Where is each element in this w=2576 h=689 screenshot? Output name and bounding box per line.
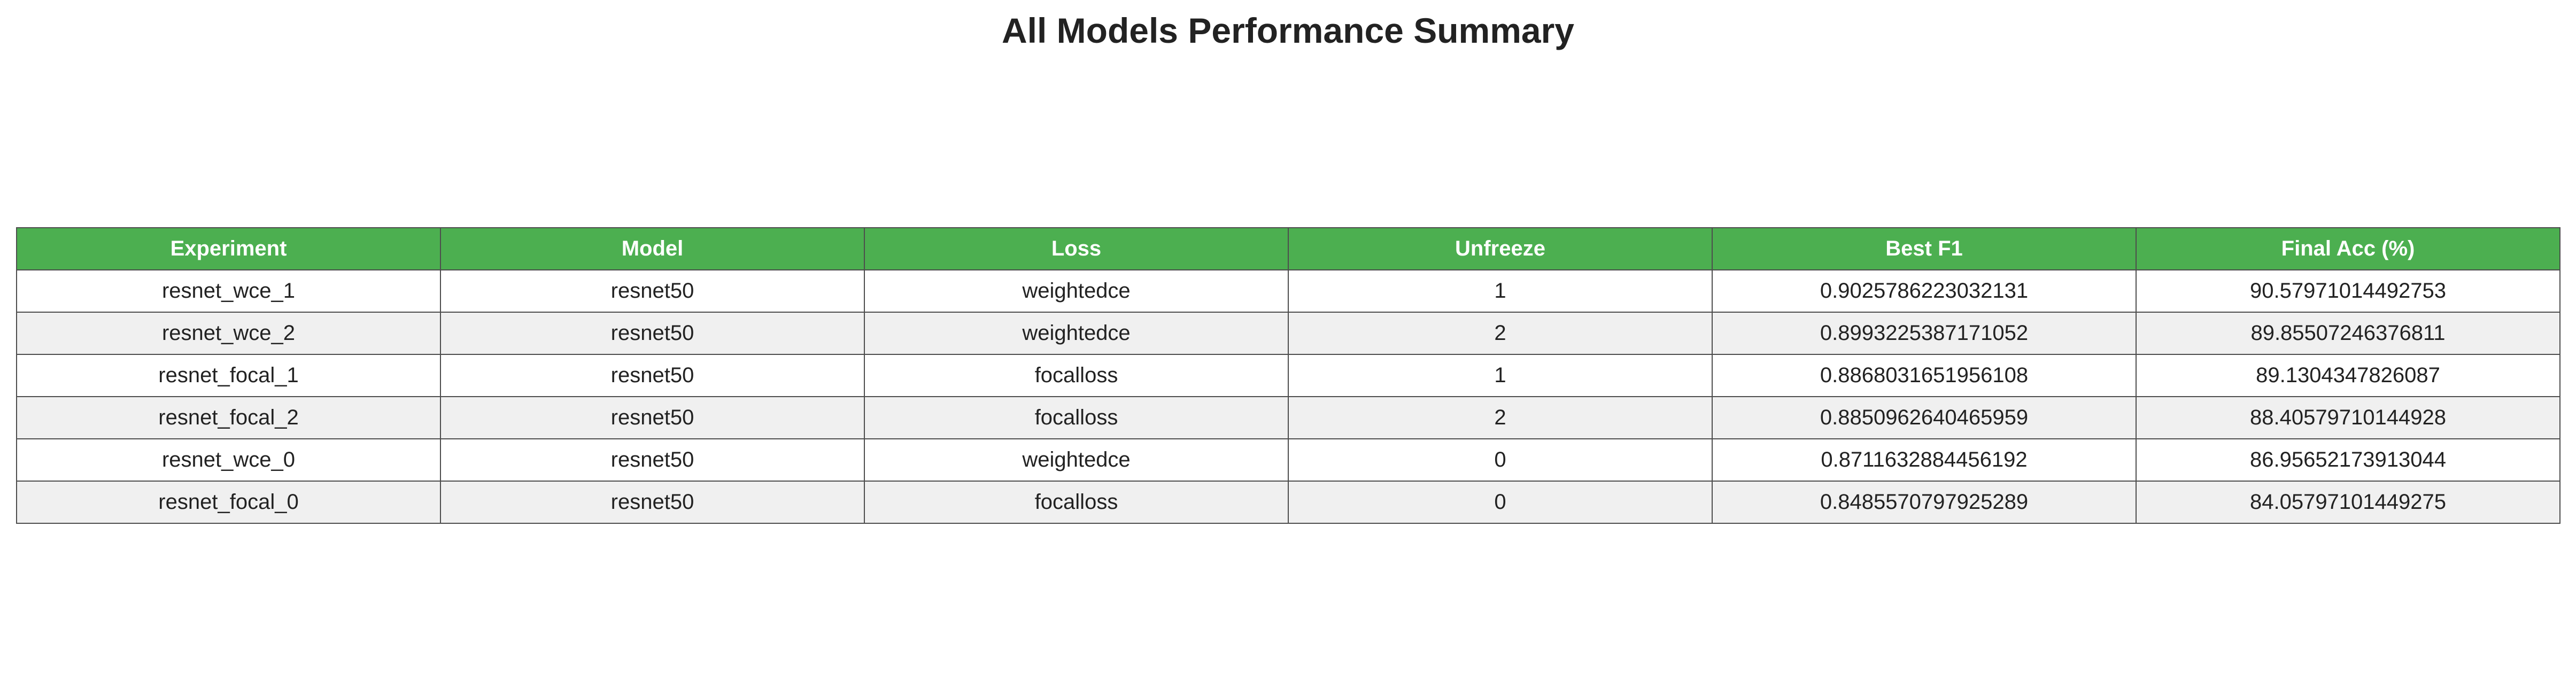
table-cell-final-acc: 90.57971014492753	[2136, 269, 2560, 313]
table-cell-loss: weightedce	[864, 269, 1289, 313]
table-cell-unfreeze: 1	[1288, 269, 1713, 313]
table-cell-best-f1: 0.8850962640465959	[1712, 396, 2137, 439]
table-cell-loss: focalloss	[864, 354, 1289, 397]
table-cell-loss: focalloss	[864, 396, 1289, 439]
table-cell-experiment: resnet_wce_1	[16, 269, 441, 313]
table-cell-experiment: resnet_wce_0	[16, 438, 441, 482]
table-cell-model: resnet50	[440, 396, 865, 439]
table-cell-best-f1: 0.9025786223032131	[1712, 269, 2137, 313]
table-row: resnet_wce_0 resnet50 weightedce 0 0.871…	[16, 438, 2560, 482]
table-cell-model: resnet50	[440, 438, 865, 482]
table-cell-best-f1: 0.8711632884456192	[1712, 438, 2137, 482]
table-cell-loss: focalloss	[864, 481, 1289, 524]
column-header-best-f1: Best F1	[1712, 227, 2137, 270]
table-row: resnet_wce_2 resnet50 weightedce 2 0.899…	[16, 312, 2560, 355]
column-header-final-acc: Final Acc (%)	[2136, 227, 2560, 270]
table-row: resnet_wce_1 resnet50 weightedce 1 0.902…	[16, 269, 2560, 313]
table-cell-model: resnet50	[440, 481, 865, 524]
table-cell-unfreeze: 0	[1288, 481, 1713, 524]
table-cell-experiment: resnet_focal_0	[16, 481, 441, 524]
table-cell-best-f1: 0.8868031651956108	[1712, 354, 2137, 397]
chart-title: All Models Performance Summary	[1001, 11, 1575, 50]
table-cell-experiment: resnet_focal_2	[16, 396, 441, 439]
table-cell-final-acc: 89.1304347826087	[2136, 354, 2560, 397]
table-cell-final-acc: 84.05797101449275	[2136, 481, 2560, 524]
column-header-unfreeze: Unfreeze	[1288, 227, 1713, 270]
table-header-row: Experiment Model Loss Unfreeze Best F1 F…	[16, 227, 2560, 270]
table-cell-final-acc: 88.40579710144928	[2136, 396, 2560, 439]
table-cell-unfreeze: 2	[1288, 396, 1713, 439]
table-row: resnet_focal_0 resnet50 focalloss 0 0.84…	[16, 481, 2560, 524]
table-cell-model: resnet50	[440, 354, 865, 397]
table-cell-unfreeze: 2	[1288, 312, 1713, 355]
column-header-loss: Loss	[864, 227, 1289, 270]
column-header-experiment: Experiment	[16, 227, 441, 270]
table-cell-experiment: resnet_wce_2	[16, 312, 441, 355]
table-cell-loss: weightedce	[864, 438, 1289, 482]
table-cell-final-acc: 89.85507246376811	[2136, 312, 2560, 355]
table-row: resnet_focal_1 resnet50 focalloss 1 0.88…	[16, 354, 2560, 397]
table-cell-best-f1: 0.8993225387171052	[1712, 312, 2137, 355]
column-header-model: Model	[440, 227, 865, 270]
table-cell-model: resnet50	[440, 269, 865, 313]
table-cell-best-f1: 0.8485570797925289	[1712, 481, 2137, 524]
table-cell-final-acc: 86.95652173913044	[2136, 438, 2560, 482]
table-cell-unfreeze: 1	[1288, 354, 1713, 397]
table-cell-experiment: resnet_focal_1	[16, 354, 441, 397]
table-cell-unfreeze: 0	[1288, 438, 1713, 482]
table-cell-loss: weightedce	[864, 312, 1289, 355]
table-row: resnet_focal_2 resnet50 focalloss 2 0.88…	[16, 396, 2560, 439]
performance-table: Experiment Model Loss Unfreeze Best F1 F…	[16, 227, 2560, 524]
table-cell-model: resnet50	[440, 312, 865, 355]
